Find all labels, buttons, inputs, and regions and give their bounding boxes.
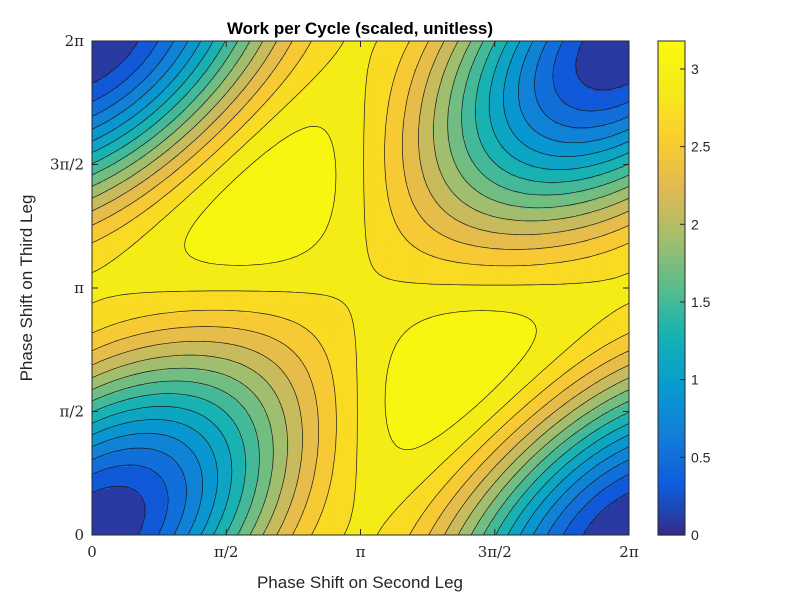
chart-title: Work per Cycle (scaled, unitless) (227, 19, 493, 38)
contour-fills (92, 41, 630, 536)
